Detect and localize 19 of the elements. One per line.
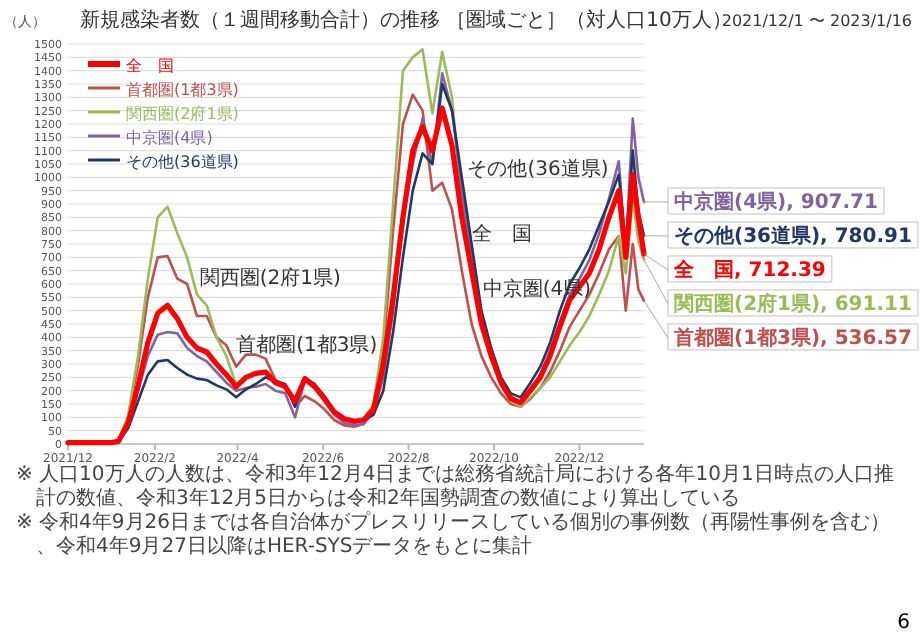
annotation: 関西圏(2府1県)	[199, 266, 341, 290]
annotation: 全 国	[471, 221, 532, 246]
data-label: その他(36道県), 780.91	[674, 223, 912, 248]
legend-label: その他(36道県)	[126, 153, 239, 171]
legend-label: 全 国	[126, 57, 174, 75]
data-label: 首都圏(1都3県), 536.57	[672, 325, 912, 350]
text: ※ 令和4年9月26日までは各自治体がプレスリリースしている個別の事例数（再陽性事例を含む）、令和4年9月27日以降はHER-SYSデータをもとに集計	[16, 510, 891, 558]
legend-label: 中京圏(4県)	[126, 129, 213, 147]
data-label: 中京圏(4県), 907.71	[674, 189, 879, 214]
text: 2021/12/1 〜 2023/1/16	[721, 12, 912, 30]
data-label: 関西圏(2府1県), 691.11	[674, 291, 912, 316]
annotation: その他(36道県)	[467, 156, 609, 181]
data-label: 全 国, 712.39	[672, 257, 826, 282]
text: 6	[897, 612, 910, 634]
legend-label: 首都圏(1都3県)	[126, 81, 239, 99]
annotation: 首都圏(1都3県)	[236, 332, 378, 357]
text: ※ 人口10万人の人数は、令和3年12月4日までは総務省統計局における各年10月1日時点の人口推計の数値、令和3年12月5日からは令和2年国勢調査の数値により算出している	[16, 462, 894, 510]
legend-label: 関西圏(2府1県)	[126, 105, 239, 123]
annotation: 中京圏(4県)	[482, 276, 592, 301]
